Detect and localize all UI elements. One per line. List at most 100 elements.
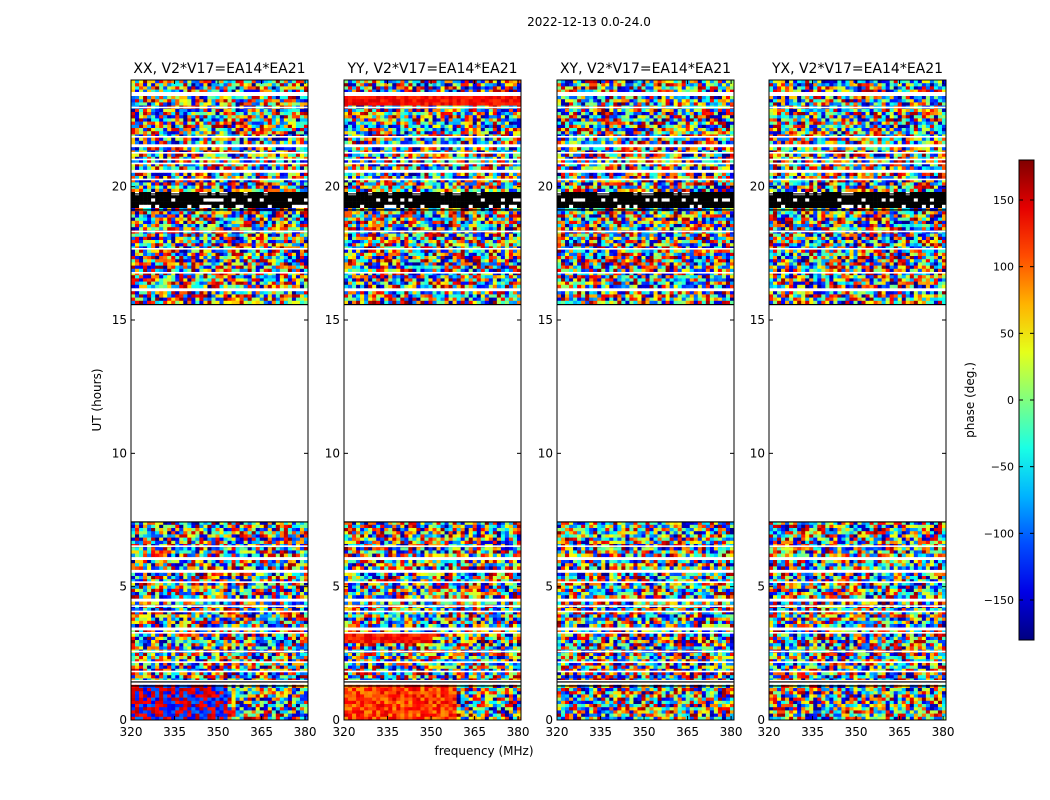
heatmap-cell xyxy=(272,154,276,158)
heatmap-cell xyxy=(203,141,207,145)
heatmap-cell xyxy=(300,173,304,177)
heatmap-cell xyxy=(147,128,151,132)
heatmap-cell xyxy=(244,109,248,113)
heatmap-cell xyxy=(215,86,219,90)
heatmap-cell xyxy=(272,96,276,100)
heatmap-cell xyxy=(131,173,135,177)
heatmap-cell xyxy=(224,128,228,132)
heatmap-cell xyxy=(207,138,211,142)
heatmap-cell xyxy=(203,195,207,199)
heatmap-cell xyxy=(139,96,143,100)
heatmap-cell xyxy=(284,186,288,190)
heatmap-cell xyxy=(264,122,268,126)
heatmap-cell xyxy=(276,131,280,135)
heatmap-cell xyxy=(151,154,155,158)
heatmap-cell xyxy=(191,138,195,142)
heatmap-cell xyxy=(207,80,211,84)
heatmap-cell xyxy=(151,86,155,90)
heatmap-cell xyxy=(151,147,155,151)
heatmap-cell xyxy=(244,182,248,186)
heatmap-cell xyxy=(264,147,268,151)
heatmap-cell xyxy=(292,96,296,100)
heatmap-cell xyxy=(268,125,272,129)
heatmap-cell xyxy=(252,189,256,193)
heatmap-cell xyxy=(256,125,260,129)
heatmap-cell xyxy=(139,109,143,113)
heatmap-cell xyxy=(199,138,203,142)
heatmap-cell xyxy=(159,122,163,126)
heatmap-cell xyxy=(284,80,288,84)
heatmap-cell xyxy=(195,83,199,87)
heatmap-cell xyxy=(260,102,264,106)
heatmap-cell xyxy=(272,147,276,151)
heatmap-cell xyxy=(224,186,228,190)
heatmap-cell xyxy=(280,138,284,142)
heatmap-cell xyxy=(135,141,139,145)
heatmap-cell xyxy=(207,118,211,122)
heatmap-cell xyxy=(207,128,211,132)
heatmap-cell xyxy=(280,115,284,119)
heatmap-cell xyxy=(244,83,248,87)
heatmap-cell xyxy=(256,128,260,132)
heatmap-cell xyxy=(264,166,268,170)
heatmap-cell xyxy=(147,115,151,119)
heatmap-cell xyxy=(203,99,207,103)
heatmap-cell xyxy=(195,99,199,103)
heatmap-cell xyxy=(300,141,304,145)
heatmap-cell xyxy=(199,186,203,190)
heatmap-cell xyxy=(240,154,244,158)
heatmap-cell xyxy=(240,99,244,103)
heatmap-cell xyxy=(264,141,268,145)
heatmap-cell xyxy=(284,109,288,113)
heatmap-cell xyxy=(199,154,203,158)
heatmap-cell xyxy=(228,182,232,186)
heatmap-cell xyxy=(256,147,260,151)
heatmap-cell xyxy=(248,141,252,145)
heatmap-cell xyxy=(252,125,256,129)
heatmap-cell xyxy=(244,115,248,119)
heatmap-cell xyxy=(284,166,288,170)
heatmap-cell xyxy=(135,122,139,126)
heatmap-cell xyxy=(248,173,252,177)
heatmap-cell xyxy=(224,115,228,119)
heatmap-cell xyxy=(220,131,224,135)
heatmap-cell xyxy=(215,118,219,122)
heatmap-cell xyxy=(163,128,167,132)
heatmap-cell xyxy=(232,131,236,135)
heatmap-cell xyxy=(292,189,296,193)
heatmap-cell xyxy=(296,186,300,190)
heatmap-cell xyxy=(159,115,163,119)
heatmap-cell xyxy=(215,138,219,142)
heatmap-cell xyxy=(296,115,300,119)
heatmap-cell xyxy=(224,138,228,142)
heatmap-cell xyxy=(155,125,159,129)
heatmap-cell xyxy=(171,173,175,177)
heatmap-cell xyxy=(159,147,163,151)
heatmap-cell xyxy=(296,102,300,106)
heatmap-cell xyxy=(203,86,207,90)
heatmap-cell xyxy=(236,154,240,158)
heatmap-cell xyxy=(236,112,240,116)
heatmap-cell xyxy=(203,96,207,100)
heatmap-cell xyxy=(171,189,175,193)
heatmap-cell xyxy=(268,128,272,132)
heatmap-cell xyxy=(268,186,272,190)
heatmap-cell xyxy=(187,125,191,129)
heatmap-cell xyxy=(151,109,155,113)
heatmap-cell xyxy=(256,189,260,193)
heatmap-cell xyxy=(167,141,171,145)
heatmap-cell xyxy=(167,154,171,158)
heatmap-cell xyxy=(292,125,296,129)
heatmap-cell xyxy=(232,99,236,103)
heatmap-cell xyxy=(171,182,175,186)
heatmap-cell xyxy=(300,109,304,113)
heatmap-cell xyxy=(187,112,191,116)
heatmap-cell xyxy=(167,109,171,113)
heatmap-cell xyxy=(268,147,272,151)
heatmap-cell xyxy=(288,118,292,122)
heatmap-cell xyxy=(256,138,260,142)
heatmap-cell xyxy=(228,128,232,132)
heatmap-cell xyxy=(292,154,296,158)
heatmap-cell xyxy=(199,115,203,119)
heatmap-cell xyxy=(147,131,151,135)
